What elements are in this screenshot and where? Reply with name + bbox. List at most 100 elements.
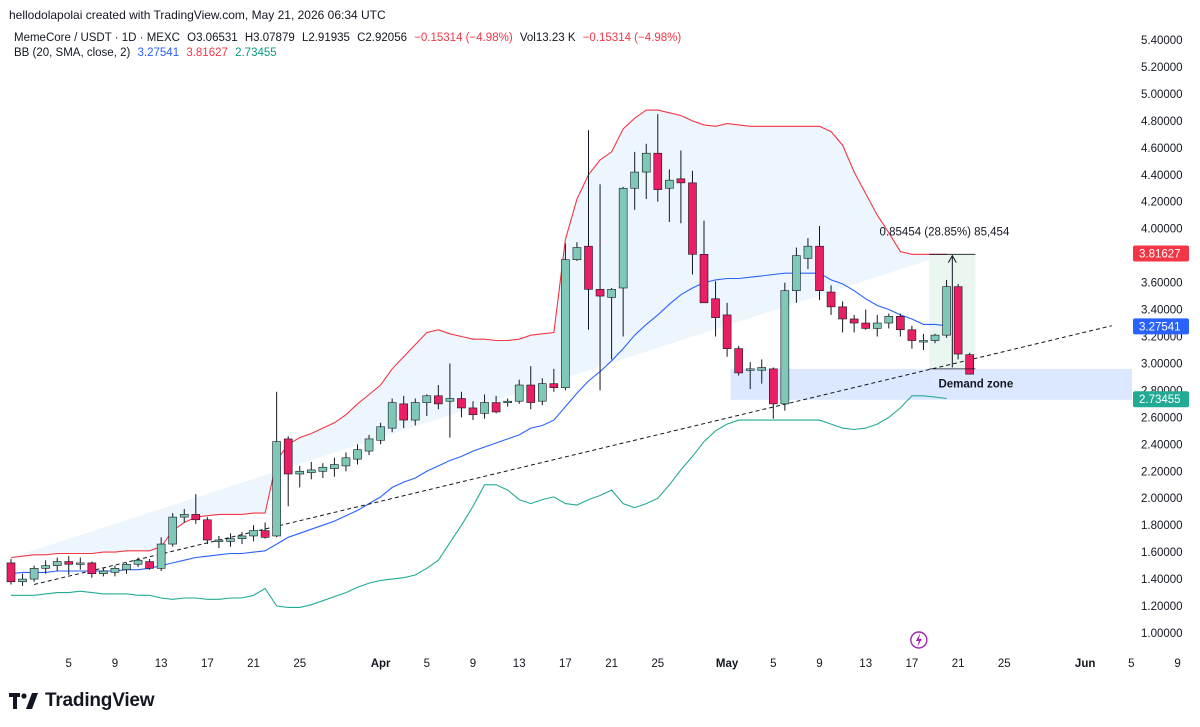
candle[interactable] [18, 578, 27, 583]
tradingview-logo[interactable]: TradingView [9, 690, 155, 712]
candle[interactable] [745, 368, 755, 371]
candle[interactable] [203, 519, 212, 541]
candle[interactable] [399, 403, 409, 421]
candle[interactable] [110, 568, 120, 573]
candle[interactable] [260, 530, 270, 538]
candle[interactable] [272, 441, 281, 537]
bb-legend[interactable]: BB (20, SMA, close, 2) 3.27541 3.81627 2… [14, 47, 281, 59]
candle[interactable] [641, 152, 651, 173]
candle[interactable] [930, 334, 940, 341]
candle[interactable] [179, 514, 189, 518]
candle[interactable] [52, 561, 62, 566]
x-axis[interactable]: 5 9 13 17 21 25 Apr 5 9 13 17 21 25 May 5 9 13 17 21 25 Jun 5… [66, 658, 1181, 670]
candle[interactable] [226, 538, 235, 542]
x-tick-label: 5 [770, 658, 776, 670]
candle[interactable] [29, 568, 39, 580]
candle[interactable] [884, 315, 894, 324]
candle[interactable] [410, 402, 420, 421]
candle[interactable] [653, 152, 663, 190]
candle[interactable] [595, 289, 605, 297]
candle[interactable] [699, 253, 709, 304]
candle[interactable] [919, 340, 928, 343]
candle[interactable] [896, 315, 905, 331]
candle[interactable] [572, 247, 582, 260]
candle[interactable] [734, 348, 743, 374]
candle[interactable] [561, 259, 570, 389]
candle[interactable] [41, 565, 50, 569]
candle[interactable] [665, 179, 674, 189]
candle[interactable] [387, 402, 397, 429]
candle[interactable] [942, 286, 951, 336]
candle[interactable] [434, 395, 443, 405]
candle[interactable] [861, 322, 871, 329]
candle[interactable] [514, 384, 524, 402]
candle[interactable] [295, 470, 305, 475]
candle[interactable] [330, 464, 339, 469]
candle[interactable] [503, 400, 512, 403]
candle[interactable] [445, 398, 455, 402]
candle[interactable] [468, 407, 478, 415]
candle[interactable] [76, 562, 85, 565]
candle[interactable] [376, 426, 385, 441]
candle[interactable] [422, 395, 432, 403]
y-tick-label: 5.20000 [1141, 62, 1183, 74]
candle[interactable] [607, 289, 616, 298]
candle[interactable] [480, 402, 489, 414]
candle[interactable] [168, 516, 177, 545]
candle[interactable] [99, 570, 108, 574]
candle[interactable] [872, 322, 882, 329]
y-axis[interactable]: 1.00000 1.20000 1.40000 1.60000 1.80000 2.000… [1141, 35, 1183, 640]
candle[interactable] [364, 438, 374, 452]
candle[interactable] [526, 384, 536, 403]
candle[interactable] [6, 562, 16, 583]
candle[interactable] [907, 329, 917, 341]
candle[interactable] [549, 383, 559, 389]
candle[interactable] [584, 245, 593, 290]
candle[interactable] [145, 561, 154, 569]
candle[interactable] [780, 290, 790, 405]
candle[interactable] [688, 182, 697, 255]
candle[interactable] [722, 314, 732, 349]
support-trendline[interactable] [33, 325, 1112, 585]
candle[interactable] [214, 539, 224, 542]
candle[interactable] [630, 171, 640, 189]
candle[interactable] [618, 187, 628, 289]
candle[interactable] [757, 367, 767, 371]
candle[interactable] [318, 466, 328, 472]
candle[interactable] [792, 255, 801, 291]
y-tick-label: 2.20000 [1141, 466, 1183, 478]
candle[interactable] [711, 298, 720, 318]
candle[interactable] [122, 563, 131, 570]
y-tick-label: 1.80000 [1141, 520, 1183, 532]
candle[interactable] [676, 178, 686, 184]
candle[interactable] [849, 318, 859, 324]
candle[interactable] [306, 469, 316, 473]
candle[interactable] [491, 402, 501, 413]
candle[interactable] [768, 368, 778, 405]
bb-upper-line[interactable] [10, 109, 947, 559]
candle[interactable] [156, 543, 166, 569]
candle[interactable] [803, 245, 813, 259]
candle[interactable] [815, 245, 824, 291]
candle[interactable] [537, 383, 547, 402]
candle[interactable] [237, 535, 247, 539]
candle[interactable] [838, 306, 847, 320]
candle[interactable] [249, 530, 258, 537]
candle[interactable] [133, 559, 143, 565]
candle[interactable] [457, 398, 466, 409]
event-lightning-icon[interactable] [910, 631, 928, 649]
candle[interactable] [965, 354, 974, 375]
bb-lower-line[interactable] [11, 395, 947, 608]
candle[interactable] [341, 457, 351, 467]
candle[interactable] [353, 449, 362, 460]
candle[interactable] [87, 562, 97, 574]
candle[interactable] [191, 514, 201, 521]
candle[interactable] [953, 286, 963, 355]
candle[interactable] [826, 291, 836, 308]
symbol-label[interactable]: MemeCore / USDT · 1D · MEXC [14, 32, 180, 44]
candle[interactable] [64, 561, 74, 565]
candle[interactable] [283, 438, 293, 475]
bb-basis-line[interactable] [10, 272, 947, 575]
demand-zone-box[interactable] [730, 368, 1132, 400]
